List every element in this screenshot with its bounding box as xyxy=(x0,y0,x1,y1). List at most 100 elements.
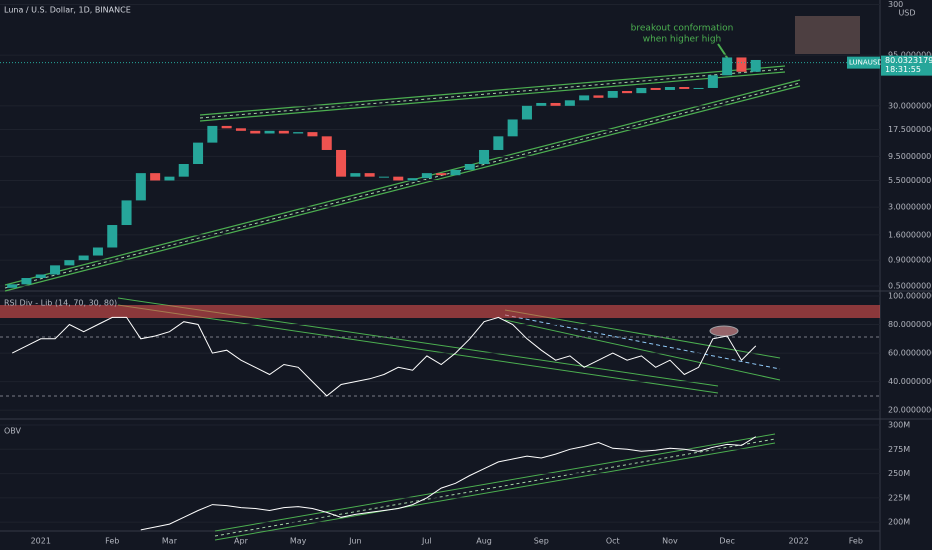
candle xyxy=(336,149,347,177)
x-tick-label: 2021 xyxy=(31,537,51,546)
y-tick-label: 95.0000000 xyxy=(888,51,932,60)
x-tick-label: Feb xyxy=(105,537,119,546)
line xyxy=(140,436,757,531)
candle xyxy=(350,173,361,177)
candle xyxy=(107,225,118,248)
candle xyxy=(636,87,647,94)
current-price-label: 80.0323179 xyxy=(885,56,932,65)
candle xyxy=(750,59,761,72)
candle xyxy=(650,87,661,90)
candle xyxy=(235,128,246,131)
y-tick-label: 20.0000000 xyxy=(888,406,932,415)
candle xyxy=(736,57,747,72)
x-tick-label: Nov xyxy=(662,537,678,546)
y-tick-label: 275M xyxy=(888,445,910,454)
candle xyxy=(679,87,690,89)
candle xyxy=(264,130,275,134)
candle xyxy=(364,173,375,177)
candle xyxy=(464,163,475,170)
candle xyxy=(21,278,32,285)
candle xyxy=(593,95,604,98)
x-tick-label: Apr xyxy=(234,537,249,546)
candle xyxy=(579,95,590,101)
y-tick-label: 80.0000000 xyxy=(888,320,932,329)
y-tick-label: 200M xyxy=(888,518,910,527)
candle xyxy=(193,142,204,164)
y-tick-label: 300M xyxy=(888,421,910,430)
candle xyxy=(64,260,75,266)
candle xyxy=(407,178,418,181)
y-tick-label: 30.0000000 xyxy=(888,101,932,110)
y-tick-label: 17.5000000 xyxy=(888,125,932,134)
candle xyxy=(707,75,718,88)
candle xyxy=(607,91,618,98)
trendlines xyxy=(4,65,801,541)
rsi-zone xyxy=(0,305,880,318)
x-tick-label: Aug xyxy=(476,537,492,546)
candle xyxy=(507,119,518,137)
x-tick-label: Oct xyxy=(606,537,620,546)
candle xyxy=(121,200,132,226)
y-tick-label: 9.5000000 xyxy=(888,152,931,161)
y-tick-label: 250M xyxy=(888,469,910,478)
pane-title: RSI Div - Lib (14, 70, 30, 80) xyxy=(4,299,117,308)
candle xyxy=(521,105,532,120)
candle xyxy=(307,132,318,137)
pane-title: OBV xyxy=(4,427,22,436)
candle xyxy=(436,173,447,176)
x-tick-label: Jul xyxy=(421,537,432,546)
y-tick-label: 225M xyxy=(888,493,910,502)
candle xyxy=(622,91,633,94)
candle xyxy=(479,149,490,164)
annotation: breakout conformation xyxy=(631,24,734,34)
candle xyxy=(693,87,704,89)
candle xyxy=(450,169,461,176)
candle xyxy=(178,163,189,177)
price-tag xyxy=(881,55,932,76)
candle xyxy=(35,274,46,279)
candle xyxy=(564,100,575,106)
y-tick-label: 0.5000000 xyxy=(888,282,931,291)
y-tick-label: 60.0000000 xyxy=(888,349,932,358)
candle xyxy=(207,125,218,143)
line xyxy=(11,316,757,397)
y-tick-label: 40.0000000 xyxy=(888,377,932,386)
x-tick-label: May xyxy=(290,537,307,546)
candle xyxy=(493,136,504,150)
y-tick-label: 0.9000000 xyxy=(888,256,931,265)
x-tick-label: Jun xyxy=(348,537,362,546)
y-tick-label: 300 xyxy=(888,0,903,9)
x-tick-label: Mar xyxy=(162,537,178,546)
candle xyxy=(278,130,289,134)
candle xyxy=(92,247,103,256)
candle xyxy=(664,87,675,90)
candle xyxy=(722,57,733,76)
candle xyxy=(550,102,561,106)
candle xyxy=(221,125,232,129)
x-tick-label: Dec xyxy=(719,537,734,546)
candle xyxy=(164,176,175,181)
x-tick-label: Feb xyxy=(849,537,863,546)
y-tick-label: 5.5000000 xyxy=(888,176,931,185)
candle xyxy=(7,284,18,288)
symbol-tag xyxy=(847,56,880,69)
candle xyxy=(393,176,404,181)
highlight xyxy=(709,325,739,337)
candle xyxy=(250,130,261,134)
y-tick-label: 3.0000000 xyxy=(888,203,931,212)
candle xyxy=(135,173,146,201)
y-tick-label: 100.0000000 xyxy=(888,291,932,300)
candle xyxy=(293,132,304,134)
axis-unit: USD xyxy=(898,9,915,18)
x-tick-label: 2022 xyxy=(788,537,808,546)
x-tick-label: Sep xyxy=(534,537,549,546)
candle xyxy=(78,255,89,261)
symbol: LUNAUSD xyxy=(849,59,883,67)
candle xyxy=(421,173,432,179)
chart-title: Luna / U.S. Dollar, 1D, BINANCE xyxy=(4,6,131,15)
y-tick-label: 1.6000000 xyxy=(888,230,931,239)
countdown: 18:31:55 xyxy=(885,65,921,74)
annotation: when higher high xyxy=(643,35,722,45)
candle xyxy=(321,136,332,150)
